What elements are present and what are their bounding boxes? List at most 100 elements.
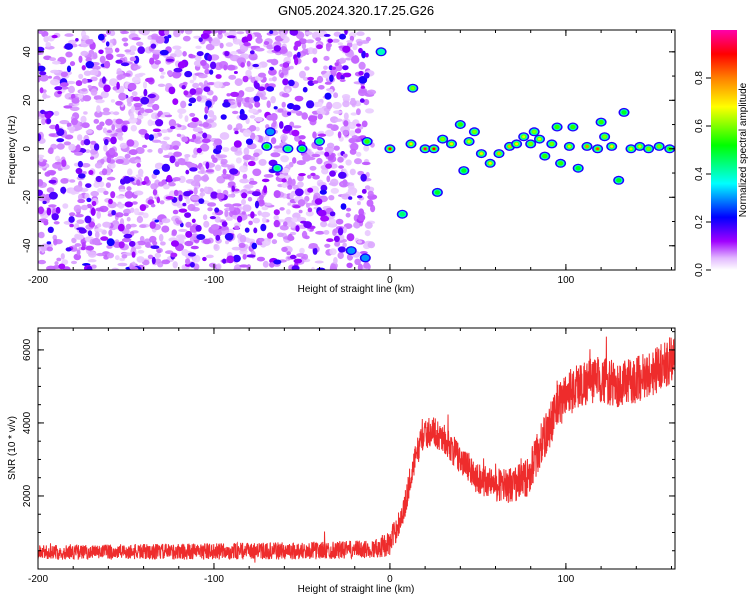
noise-blob [354, 128, 362, 134]
noise-blob [233, 71, 238, 74]
noise-speckle [154, 59, 162, 65]
noise-speckle [337, 251, 344, 260]
noise-blob [361, 161, 371, 166]
noise-blob [203, 114, 208, 120]
noise-blob [90, 156, 95, 160]
noise-blob [226, 255, 235, 264]
noise-speckle [173, 151, 182, 157]
noise-speckle [96, 211, 101, 219]
noise-blob [90, 140, 97, 145]
noise-speckle [38, 76, 41, 83]
noise-speckle [351, 192, 357, 196]
noise-blob [121, 125, 128, 133]
signal-blob [532, 130, 536, 134]
noise-blob [191, 117, 199, 123]
noise-speckle [349, 168, 356, 176]
noise-speckle [266, 100, 271, 108]
noise-speckle [312, 48, 318, 55]
noise-speckle [324, 243, 331, 248]
snr-y-axis-label: SNR (10 * v/v) [7, 416, 18, 480]
noise-speckle [147, 149, 153, 153]
noise-blob [187, 252, 196, 257]
x-tick-label: -100 [204, 275, 224, 286]
noise-speckle [38, 154, 45, 158]
noise-blob [172, 209, 179, 215]
noise-speckle [345, 212, 351, 218]
noise-speckle [152, 139, 161, 143]
noise-blob [234, 130, 239, 135]
noise-blob [175, 220, 182, 225]
noise-speckle [184, 30, 193, 35]
noise-speckle [62, 203, 69, 209]
noise-speckle [343, 112, 349, 121]
noise-blob [60, 71, 68, 78]
noise-blob [78, 55, 83, 63]
noise-blob [88, 170, 94, 175]
noise-speckle [98, 205, 109, 213]
noise-blob [181, 136, 189, 143]
noise-blob [60, 186, 67, 194]
noise-blob [114, 47, 120, 53]
noise-speckle [133, 190, 144, 196]
noise-blob [360, 173, 367, 182]
noise-speckle [330, 187, 339, 194]
noise-speckle [115, 195, 125, 199]
noise-speckle [125, 223, 132, 230]
noise-speckle [167, 152, 174, 157]
noise-blob [273, 190, 281, 199]
noise-speckle [118, 188, 126, 192]
noise-speckle [352, 43, 358, 51]
noise-speckle [333, 110, 343, 114]
noise-speckle [133, 65, 141, 70]
noise-speckle [124, 190, 134, 199]
noise-blob [169, 125, 176, 130]
signal-blob [567, 145, 571, 148]
signal-blob [432, 147, 436, 151]
noise-blob [171, 229, 177, 236]
signal-blob [435, 191, 439, 194]
noise-speckle [71, 237, 77, 244]
noise-speckle [38, 30, 44, 34]
noise-speckle [248, 180, 258, 185]
noise-speckle [139, 224, 147, 228]
noise-blob [90, 207, 96, 216]
noise-blob [320, 215, 330, 222]
noise-speckle [346, 207, 352, 212]
noise-speckle [171, 70, 182, 79]
noise-speckle [48, 75, 52, 79]
noise-speckle [60, 178, 69, 184]
noise-blob [140, 96, 150, 105]
noise-speckle [74, 233, 80, 239]
noise-speckle [366, 199, 374, 207]
noise-blob [323, 33, 331, 37]
noise-blob [83, 138, 91, 146]
noise-blob [325, 163, 332, 169]
noise-blob [215, 74, 222, 79]
noise-speckle [356, 201, 361, 206]
noise-speckle [213, 81, 223, 89]
noise-speckle [364, 185, 371, 190]
noise-speckle [115, 212, 124, 218]
noise-speckle [105, 182, 111, 189]
noise-speckle [137, 249, 145, 254]
noise-blob [229, 168, 239, 175]
signal-blob [515, 142, 519, 146]
noise-speckle [182, 35, 191, 42]
noise-blob [244, 227, 250, 233]
noise-speckle [314, 260, 324, 264]
noise-blob [93, 118, 100, 124]
noise-blob [275, 172, 280, 176]
noise-speckle [117, 262, 128, 267]
noise-blob [269, 30, 274, 34]
noise-speckle [161, 259, 171, 265]
noise-speckle [102, 221, 111, 228]
noise-speckle [66, 122, 72, 128]
noise-speckle [46, 169, 57, 176]
noise-blob [169, 155, 176, 164]
noise-blob [224, 51, 230, 57]
noise-blob [38, 46, 45, 52]
noise-speckle [291, 217, 299, 223]
noise-speckle [356, 41, 363, 46]
noise-blob [220, 114, 227, 120]
noise-speckle [107, 162, 116, 169]
